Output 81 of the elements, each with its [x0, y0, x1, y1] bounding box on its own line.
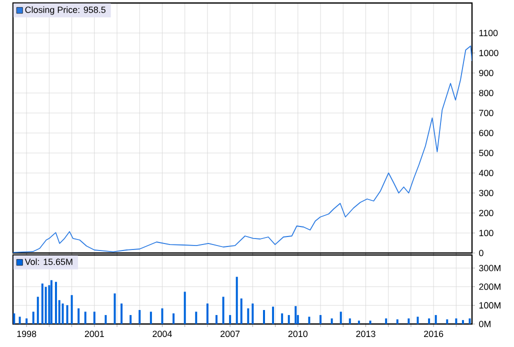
bar [369, 320, 372, 324]
bar [54, 282, 57, 324]
bar [252, 303, 254, 324]
bar [70, 295, 73, 324]
bar [468, 318, 471, 324]
x-tick-label: 2004 [152, 330, 172, 338]
bar [104, 315, 107, 324]
y-tick-label: 900 [479, 70, 494, 76]
bar [262, 310, 265, 324]
x-tick-label: 2016 [424, 330, 444, 338]
y-tick-label: 100 [479, 230, 494, 236]
bar [130, 315, 132, 324]
bar [13, 313, 16, 324]
bar [172, 313, 175, 324]
bar [308, 316, 310, 324]
y-tick-label: 0M [479, 320, 490, 328]
bar [184, 292, 186, 324]
y-tick-label: 600 [479, 130, 494, 136]
bar [434, 315, 437, 324]
bar [26, 318, 28, 324]
bar [138, 310, 141, 324]
bar [358, 320, 360, 324]
bar [32, 312, 34, 324]
bar [120, 303, 123, 324]
bar [340, 312, 342, 324]
bar [195, 312, 198, 324]
bar [320, 315, 322, 324]
y-tick-label: 300 [479, 190, 494, 196]
bar [50, 280, 52, 324]
bar [281, 313, 284, 324]
x-tick-label: 2013 [356, 330, 376, 338]
legend-label: Vol: 15.65M [24, 258, 72, 265]
bar [247, 308, 250, 324]
bar [84, 312, 86, 324]
bar [236, 276, 238, 324]
bar [216, 315, 218, 324]
bar [114, 293, 116, 324]
bar [66, 305, 68, 324]
bar [288, 315, 290, 324]
bar [330, 318, 333, 324]
y-tick-label: 700 [479, 110, 494, 116]
bar [44, 286, 47, 324]
x-tick-label: 2010 [288, 330, 308, 338]
bar [161, 308, 164, 324]
y-tick-label: 300M [479, 264, 500, 272]
y-tick-label: 800 [479, 90, 494, 96]
bar [385, 318, 388, 324]
bar [416, 316, 419, 324]
y-tick-label: 100M [479, 302, 500, 309]
bar [294, 306, 297, 324]
y-tick-label: 400 [478, 170, 494, 176]
bar [206, 303, 208, 324]
bar [396, 319, 398, 324]
y-tick-label: 500 [479, 150, 494, 156]
legend-label: Closing Price: 958.5 [25, 6, 106, 15]
bar [446, 319, 448, 324]
bar [41, 284, 44, 324]
bar [229, 315, 232, 324]
y-tick-label: 200 [479, 210, 494, 216]
bar [222, 296, 224, 324]
bar [428, 318, 430, 324]
x-tick-label: 2001 [84, 330, 104, 338]
y-tick-label: 1100 [479, 30, 498, 36]
x-tick-label: 2007 [220, 330, 240, 338]
bar [455, 318, 458, 324]
line-series [13, 46, 472, 253]
bar [150, 312, 152, 324]
bar [240, 298, 242, 324]
bar [408, 318, 410, 324]
y-tick-label: 200M [479, 284, 500, 290]
bar [93, 312, 96, 324]
bar [36, 296, 39, 324]
bar [462, 320, 464, 324]
bar [62, 303, 64, 324]
x-tick-label: 1998 [17, 330, 36, 338]
y-tick-label: 0 [479, 250, 484, 256]
y-tick-label: 1000 [479, 50, 498, 56]
bar [18, 316, 21, 324]
bar [272, 306, 274, 324]
bar [348, 318, 351, 324]
bar [78, 308, 80, 324]
